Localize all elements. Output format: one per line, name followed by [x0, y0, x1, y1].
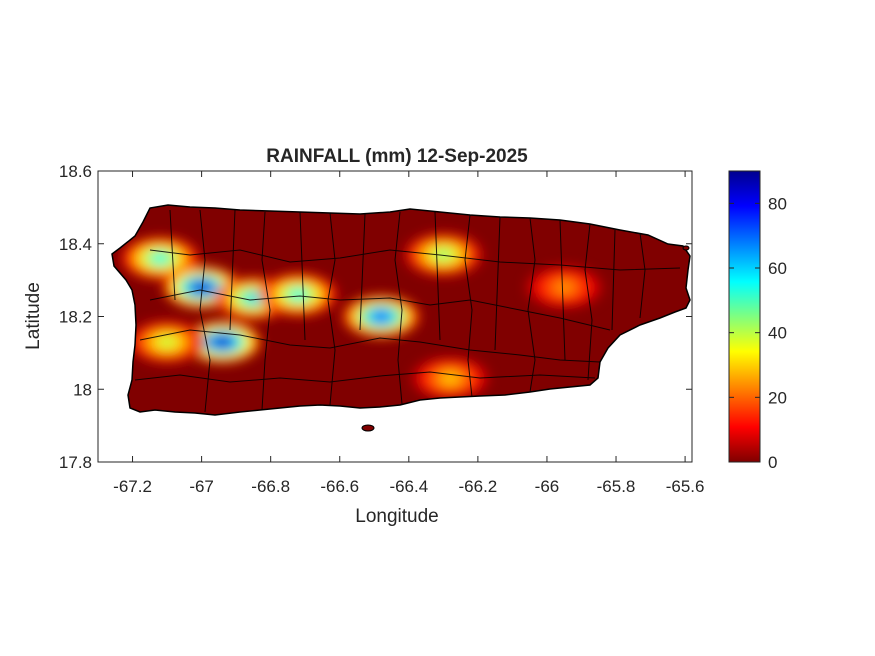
- rainfall-cells: [121, 233, 603, 400]
- rain-cell-5-level-4: [214, 336, 231, 347]
- y-tick-label: 17.8: [59, 453, 92, 472]
- rain-cell-8-level-4: [442, 373, 459, 384]
- municipal-boundaries: [134, 209, 681, 413]
- y-axis-ticks: 18.6 18.4 18.2 18 17.8: [59, 162, 692, 472]
- rain-cell-7-level-4: [435, 249, 452, 260]
- rain-cell-1-level-4: [193, 282, 210, 293]
- islet-east: [682, 245, 690, 251]
- island-rainfall-field: [112, 205, 690, 415]
- y-tick-label: 18: [73, 380, 92, 399]
- colorbar-tick-label: 20: [768, 388, 787, 407]
- x-tick-label: -66: [535, 477, 560, 496]
- y-tick-label: 18.4: [59, 235, 92, 254]
- rain-cell-2-level-4: [245, 293, 262, 304]
- colorbar-ticks: 80 60 40 20 0: [729, 194, 787, 472]
- rain-cell-6-level-4: [159, 336, 176, 347]
- y-axis-label: Latitude: [23, 282, 44, 350]
- map-title: RAINFALL (mm) 12-Sep-2025: [266, 146, 528, 167]
- x-tick-label: -66.6: [320, 477, 359, 496]
- x-tick-label: -66.2: [459, 477, 498, 496]
- rain-cell-0-level-4: [152, 253, 169, 264]
- x-tick-label: -67.2: [113, 477, 152, 496]
- x-tick-label: -66.8: [251, 477, 290, 496]
- y-tick-label: 18.6: [59, 162, 92, 181]
- colorbar-tick-label: 0: [768, 453, 777, 472]
- x-axis-label: Longitude: [355, 506, 438, 527]
- x-tick-label: -66.4: [389, 477, 428, 496]
- x-tick-label: -65.8: [597, 477, 636, 496]
- colorbar-tick-label: 40: [768, 324, 787, 343]
- x-tick-label: -65.6: [666, 477, 705, 496]
- caja-de-muertos-islet: [361, 424, 375, 432]
- x-tick-label: -67: [189, 477, 214, 496]
- colorbar-tick-label: 80: [768, 194, 787, 213]
- rain-cell-3-level-4: [290, 289, 307, 300]
- colorbar: [728, 170, 761, 463]
- y-tick-label: 18.2: [59, 308, 92, 327]
- x-axis-ticks: -67.2 -67 -66.8 -66.6 -66.4 -66.2 -66 -65.8 -65.…: [113, 171, 704, 496]
- rain-cell-4-level-4: [373, 311, 390, 322]
- colorbar-tick-label: 60: [768, 259, 787, 278]
- rain-cell-9-level-4: [556, 282, 573, 293]
